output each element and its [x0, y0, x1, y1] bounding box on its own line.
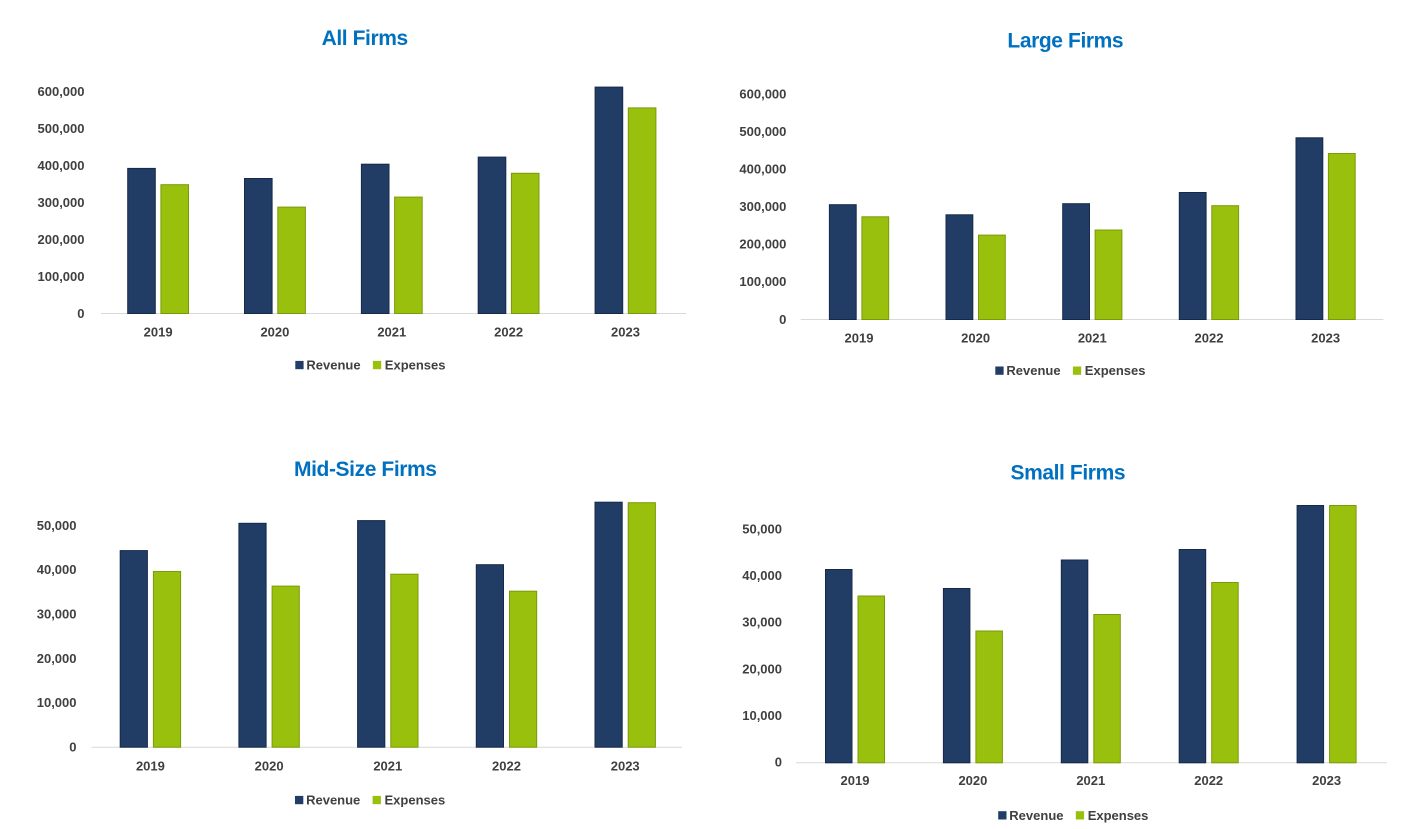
svg-text:50,000: 50,000	[37, 518, 77, 533]
svg-text:40,000: 40,000	[37, 562, 77, 577]
svg-text:2021: 2021	[377, 325, 406, 340]
svg-text:0: 0	[775, 755, 782, 770]
svg-text:2023: 2023	[1312, 773, 1341, 788]
svg-text:All Firms: All Firms	[322, 27, 408, 50]
svg-text:2019: 2019	[136, 759, 165, 774]
svg-text:500,000: 500,000	[739, 124, 786, 139]
svg-text:Revenue: Revenue	[1009, 808, 1063, 823]
svg-text:2020: 2020	[958, 773, 987, 788]
svg-text:20,000: 20,000	[37, 651, 77, 666]
svg-text:0: 0	[779, 312, 786, 327]
svg-text:Large Firms: Large Firms	[1007, 30, 1123, 53]
svg-text:2023: 2023	[1311, 331, 1340, 346]
svg-text:200,000: 200,000	[739, 237, 786, 252]
svg-text:40,000: 40,000	[742, 568, 782, 583]
svg-text:10,000: 10,000	[37, 695, 77, 710]
svg-text:2021: 2021	[1076, 773, 1105, 788]
svg-text:Revenue: Revenue	[306, 793, 360, 808]
svg-text:2020: 2020	[961, 331, 990, 346]
svg-text:2019: 2019	[144, 325, 173, 340]
svg-text:20,000: 20,000	[742, 661, 782, 676]
svg-text:2021: 2021	[1078, 331, 1107, 346]
svg-text:Revenue: Revenue	[1006, 363, 1060, 378]
svg-text:Revenue: Revenue	[306, 358, 360, 373]
svg-text:100,000: 100,000	[739, 274, 786, 289]
svg-text:30,000: 30,000	[742, 615, 782, 630]
svg-text:50,000: 50,000	[742, 521, 782, 536]
svg-text:100,000: 100,000	[38, 269, 85, 284]
svg-text:2022: 2022	[494, 325, 523, 340]
svg-text:Small Firms: Small Firms	[1010, 461, 1125, 484]
svg-text:600,000: 600,000	[38, 84, 85, 99]
svg-text:Mid-Size Firms: Mid-Size Firms	[294, 458, 437, 481]
svg-text:2022: 2022	[1194, 773, 1223, 788]
svg-text:2020: 2020	[260, 325, 289, 340]
svg-text:400,000: 400,000	[38, 158, 85, 173]
svg-text:2020: 2020	[255, 759, 284, 774]
svg-text:Expenses: Expenses	[1088, 808, 1149, 823]
svg-text:0: 0	[69, 739, 76, 754]
svg-text:30,000: 30,000	[37, 607, 77, 622]
svg-text:2019: 2019	[845, 331, 874, 346]
svg-text:2022: 2022	[1195, 331, 1224, 346]
svg-text:300,000: 300,000	[38, 195, 85, 210]
svg-text:Expenses: Expenses	[385, 793, 446, 808]
svg-text:Expenses: Expenses	[1085, 363, 1146, 378]
svg-text:2021: 2021	[373, 759, 402, 774]
svg-text:2023: 2023	[611, 759, 640, 774]
svg-text:2023: 2023	[611, 325, 640, 340]
svg-text:500,000: 500,000	[38, 121, 85, 136]
svg-text:600,000: 600,000	[739, 87, 786, 102]
svg-text:200,000: 200,000	[38, 232, 85, 247]
svg-text:0: 0	[77, 306, 84, 321]
svg-text:10,000: 10,000	[742, 708, 782, 723]
svg-text:300,000: 300,000	[739, 199, 786, 214]
svg-text:2019: 2019	[841, 773, 870, 788]
svg-text:Expenses: Expenses	[385, 358, 446, 373]
svg-text:400,000: 400,000	[739, 162, 786, 177]
svg-text:2022: 2022	[492, 759, 521, 774]
